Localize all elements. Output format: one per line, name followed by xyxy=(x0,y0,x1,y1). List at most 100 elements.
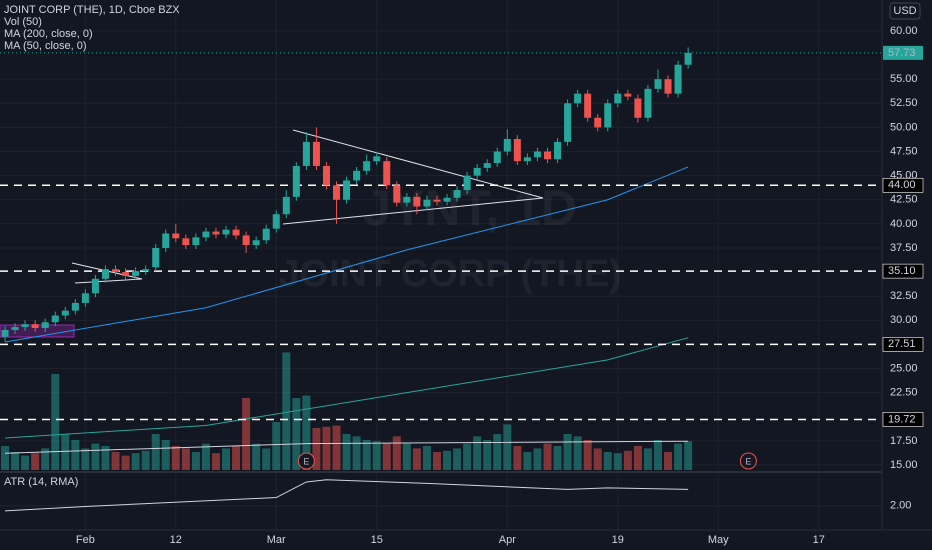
volume-bar xyxy=(1,446,10,470)
volume-layer xyxy=(1,352,693,470)
volume-bar xyxy=(232,446,241,470)
candle-body xyxy=(282,196,290,215)
atr-line xyxy=(4,479,689,512)
candle-body xyxy=(222,229,230,235)
x-tick-label: 19 xyxy=(612,534,624,546)
watermark: JOINT CORP (THE) xyxy=(278,253,621,295)
candle-body xyxy=(383,161,391,186)
volume-bar xyxy=(513,446,522,470)
volume-bar xyxy=(121,455,130,470)
volume-bar xyxy=(31,453,40,470)
candle-body xyxy=(523,157,531,162)
candle-body xyxy=(453,190,461,198)
currency-button[interactable] xyxy=(889,2,921,20)
indicator-label: MA (200, close, 0) xyxy=(4,28,93,40)
candle-body xyxy=(182,238,190,246)
volume-bar xyxy=(282,352,291,470)
x-tick-label: 17 xyxy=(813,534,825,546)
candle-body xyxy=(584,93,592,118)
atr-label: ATR (14, RMA) xyxy=(4,476,78,488)
candle-body xyxy=(41,322,49,329)
candle-body xyxy=(423,199,431,207)
earnings-marker xyxy=(297,452,315,470)
candle-body xyxy=(473,167,481,176)
volume-bar xyxy=(674,443,683,470)
x-tick-label: Feb xyxy=(76,534,95,546)
volume-bar xyxy=(141,450,150,470)
candle-body xyxy=(624,93,632,97)
volume-bar xyxy=(161,440,170,470)
volume-bar xyxy=(523,452,532,470)
atr-pane: ATR (14, RMA) 2.00 xyxy=(4,476,911,512)
candle-body xyxy=(11,327,19,330)
volume-bar xyxy=(643,448,652,470)
candle-body xyxy=(162,233,170,248)
volume-bar xyxy=(342,434,351,470)
candle-body xyxy=(202,231,210,238)
atr-tick-label: 2.00 xyxy=(890,500,911,512)
level-label: 35.10 xyxy=(888,265,916,277)
chart-title: JOINT CORP (THE), 1D, Cboe BZX xyxy=(4,4,180,16)
y-tick-label: 25.00 xyxy=(890,362,918,374)
volume-bar xyxy=(412,448,421,470)
level-tag xyxy=(882,263,924,279)
candle-body xyxy=(554,141,562,160)
candle-body xyxy=(533,151,541,158)
candle-body xyxy=(242,235,250,246)
y-tick-label: 47.50 xyxy=(890,145,918,157)
volume-bar xyxy=(473,436,482,470)
candle-body xyxy=(614,93,622,104)
candle-body xyxy=(132,271,140,276)
volume-bar xyxy=(362,440,371,470)
y-tick-label: 30.00 xyxy=(890,314,918,326)
candle-body xyxy=(272,214,280,229)
volume-bar xyxy=(392,436,401,470)
y-tick-label: 60.00 xyxy=(890,25,918,37)
volume-bar xyxy=(422,446,431,470)
volume-bar xyxy=(503,424,512,470)
candle-body xyxy=(31,324,39,329)
last-price-label: 57.73 xyxy=(888,47,916,59)
y-tick-label: 42.50 xyxy=(890,194,918,206)
earnings-marker xyxy=(739,452,757,470)
candle-body xyxy=(413,196,421,207)
candle-body xyxy=(112,269,120,273)
volume-bar xyxy=(483,440,492,470)
volume-bar xyxy=(71,440,80,470)
currency[interactable]: USD xyxy=(893,5,916,17)
y-tick-label: 17.50 xyxy=(890,435,918,447)
candle-body xyxy=(684,52,692,65)
candle-body xyxy=(61,310,69,316)
candle-body xyxy=(1,329,9,337)
x-tick-label: 12 xyxy=(170,534,182,546)
volume-bar xyxy=(563,434,572,470)
candle-body xyxy=(574,93,582,104)
candle-body xyxy=(644,88,652,118)
volume-bar xyxy=(633,446,642,470)
candle-body xyxy=(654,79,662,89)
volume-bar xyxy=(222,448,231,470)
candle-body xyxy=(353,170,361,181)
candle-body xyxy=(312,141,320,166)
volume-bar xyxy=(151,434,160,470)
moving-average xyxy=(4,337,689,439)
level-label: 44.00 xyxy=(888,179,916,191)
earnings-label: E xyxy=(303,456,309,466)
level-label: 19.72 xyxy=(888,413,916,425)
candle-body xyxy=(483,163,491,168)
volume-bar xyxy=(292,398,301,470)
indicator-label: MA (50, close, 0) xyxy=(4,40,87,52)
candle-body xyxy=(51,315,59,323)
candle-body xyxy=(81,293,89,303)
y-tick-label: 32.50 xyxy=(890,290,918,302)
volume-bar xyxy=(603,452,612,470)
price-axis: 60.0055.0052.5050.0047.5045.0042.5040.00… xyxy=(882,25,924,471)
grid xyxy=(0,0,882,530)
candle-body xyxy=(212,231,220,235)
volume-bar xyxy=(583,440,592,470)
candle-body xyxy=(664,79,672,94)
volume-bar xyxy=(91,443,100,470)
moving-average xyxy=(4,166,689,343)
candles-layer xyxy=(1,47,692,342)
level-label: 27.51 xyxy=(888,338,916,350)
